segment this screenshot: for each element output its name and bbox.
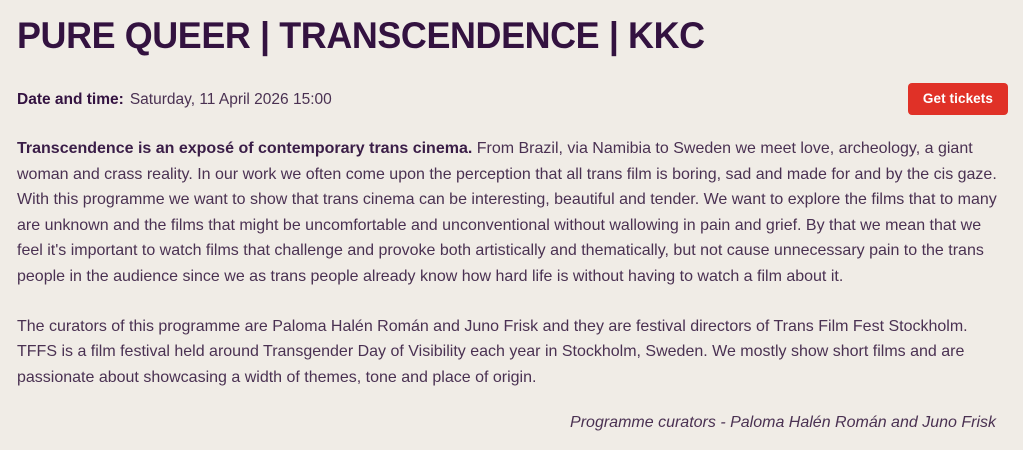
description-lead-sentence: Transcendence is an exposé of contempora… [17,140,473,157]
date-and-time-label: Date and time: [17,91,124,108]
programme-curators-credit: Programme curators - Paloma Halén Román … [570,414,996,432]
event-meta-row: Date and time: Saturday, 11 April 2026 15… [17,83,1008,117]
event-description: Transcendence is an exposé of contempora… [17,136,1007,390]
page-title: PURE QUEER | TRANSCENDENCE | KKC [17,15,705,56]
description-paragraph-1: Transcendence is an exposé of contempora… [17,136,1007,290]
date-and-time-value: Saturday, 11 April 2026 15:00 [129,91,332,108]
description-paragraph-2: The curators of this programme are Palom… [17,317,968,386]
get-tickets-button[interactable]: Get tickets [907,83,1008,115]
date-and-time: Date and time: Saturday, 11 April 2026 15… [17,83,1007,110]
description-paragraph-1-rest: From Brazil, via Namibia to Sweden we me… [17,140,997,285]
